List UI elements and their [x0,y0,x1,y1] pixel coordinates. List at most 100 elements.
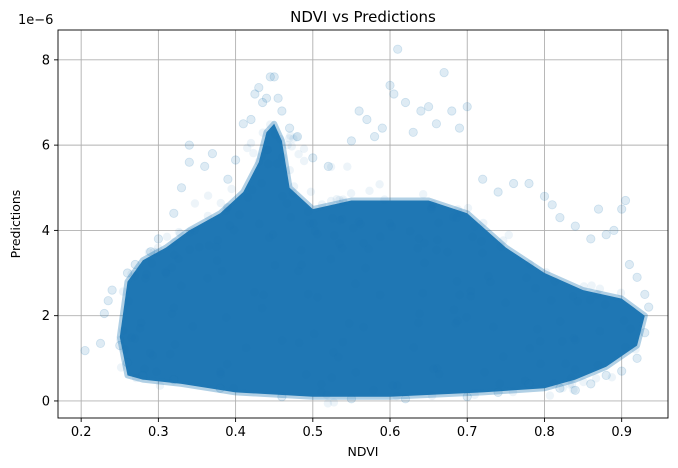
scatter-point [369,385,378,395]
scatter-point [349,223,358,233]
scatter-point [257,304,267,313]
scatter-point [345,319,354,328]
scatter-point [479,218,488,228]
scatter-point [351,368,360,377]
scatter-point [174,254,183,263]
scatter-point [418,288,427,298]
scatter-point [579,282,589,291]
scatter-point [522,273,531,282]
scatter-point [221,206,231,215]
scatter-point [493,187,503,197]
scatter-point [130,334,140,343]
scatter-point [297,260,306,270]
scatter-point [144,248,154,257]
scatter-point [207,149,217,159]
scatter-point [155,381,165,390]
scatter-point [393,381,402,390]
scatter-point [455,290,464,300]
scatter-point [617,366,627,376]
scatter-point [261,93,272,103]
y-tick-label: 0 [42,394,50,409]
scatter-point [478,248,487,258]
scatter-point [289,182,299,191]
scatter-point [169,303,178,313]
x-tick-label: 0.9 [611,425,632,440]
scatter-point [365,186,374,195]
scatter-point [486,277,495,287]
scatter-point [122,357,133,368]
scatter-point [567,380,577,389]
scatter-point [326,254,336,264]
scatter-point [326,196,336,206]
scatter-point [323,161,333,171]
scatter-point [601,230,611,240]
scatter-point [247,185,257,194]
scatter-point [558,383,567,393]
scatter-point [616,288,626,297]
scatter-point [546,296,556,305]
scatter-point [277,392,287,402]
scatter-point [593,360,603,370]
x-tick-label: 0.4 [225,425,246,440]
scatter-point [346,189,356,198]
scatter-point [573,297,582,306]
scatter-point [216,370,225,379]
scatter-point [246,114,256,125]
scatter-point [462,392,472,402]
scatter-point [313,230,322,239]
scatter-point [414,234,424,243]
scatter-point [138,370,148,380]
scatter-point [308,153,318,163]
scatter-point [127,269,136,279]
scatter-point [169,208,179,218]
scatter-point [466,292,475,301]
scatter-point [499,352,508,361]
scatter-point [294,150,303,159]
scatter-point [408,127,418,137]
scatter-point [147,259,157,268]
scatter-point [310,227,320,236]
scatter-point [235,210,244,219]
scatter-point [303,207,313,216]
scatter-point [174,227,184,237]
y-tick-label: 4 [42,224,50,239]
scatter-point [286,131,295,140]
dense-point-region [116,120,648,400]
scatter-point [499,236,508,245]
scatter-point [310,329,319,339]
scatter-point [359,239,368,248]
scatter-point [477,237,486,246]
scatter-point [362,114,372,125]
scatter-point [414,318,423,328]
scatter-point [624,259,635,270]
scatter-point [116,335,125,344]
scatter-point [140,364,149,374]
scatter-point [579,377,588,387]
scatter-point [231,155,241,165]
scatter-point [504,230,513,240]
scatter-point [470,390,479,400]
scatter-point [246,138,256,148]
scatter-point [556,317,565,326]
scatter-point [555,383,565,393]
scatter-point [265,72,275,82]
scatter-point [389,89,399,99]
scatter-point [254,157,263,166]
scatter-point [95,338,106,348]
scatter-point [375,180,384,189]
scatter-point [328,214,337,223]
scatter-point [120,345,129,354]
scatter-point [375,290,385,300]
scatter-point [286,213,295,222]
scatter-point [478,174,488,184]
scatter-point [631,345,640,354]
scatter-point [470,222,479,231]
scatter-point [377,123,387,133]
scatter-point [170,250,179,260]
scatter-point [213,236,222,245]
scatter-point [571,335,580,345]
scatter-point [166,349,175,359]
scatter-point [326,162,336,172]
scatter-point [621,343,630,352]
scatter-point [508,178,519,189]
